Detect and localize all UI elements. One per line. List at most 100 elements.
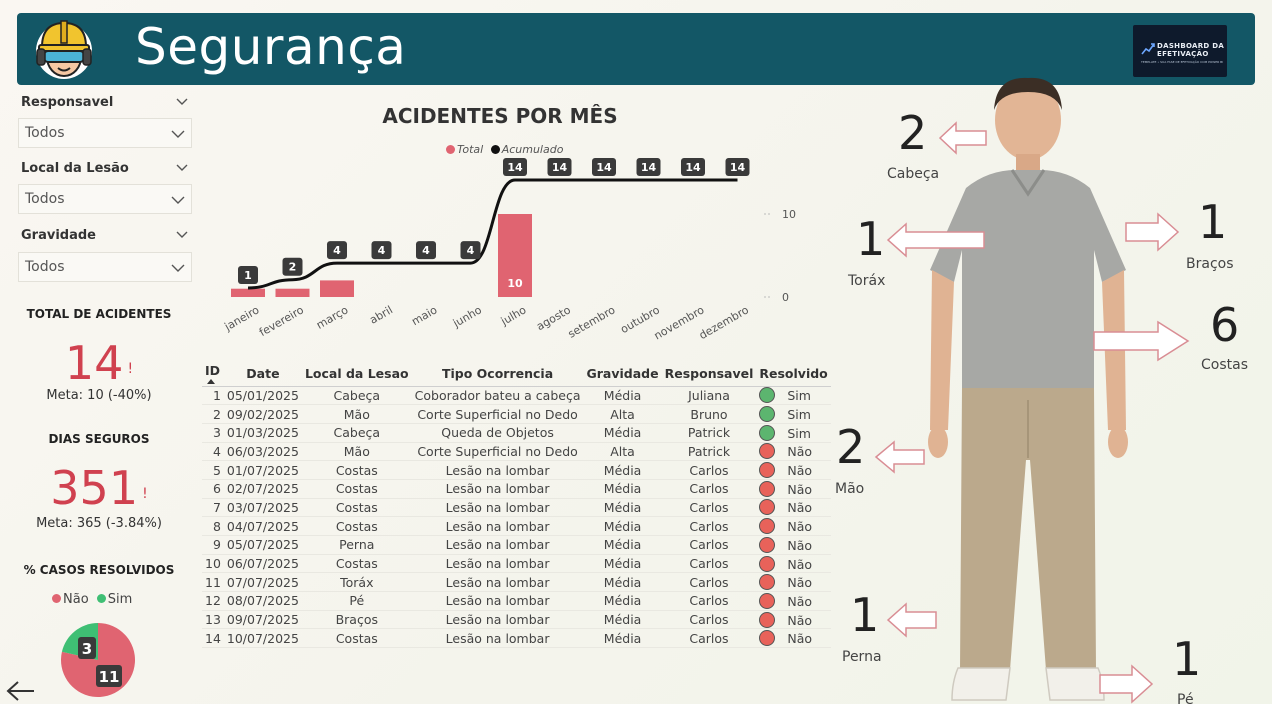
table-cell: Carlos [661, 516, 757, 536]
column-header-local[interactable]: Local da Lesao [301, 362, 412, 387]
body-label-costas: Costas [1201, 357, 1248, 373]
table-cell: Alta [583, 442, 662, 462]
svg-text:14: 14 [596, 161, 612, 174]
table-cell: Costas [301, 479, 412, 499]
table-cell: 06/07/2025 [223, 554, 302, 574]
table-row[interactable]: 11 07/07/2025 Toráx Lesão na lombar Média Car… [202, 572, 831, 593]
table-cell: Braços [301, 610, 412, 630]
alert-icon: ! [142, 486, 148, 502]
table-cell: 05/07/2025 [223, 535, 302, 555]
y-tick-label: 0 [782, 291, 789, 304]
status-dot-icon [759, 480, 776, 497]
arrow-right-icon [1125, 212, 1180, 252]
chevron-down-icon[interactable] [176, 162, 188, 174]
status-text: Sim [787, 388, 811, 404]
status-text: Sim [787, 425, 811, 441]
svg-text:1: 1 [244, 269, 252, 282]
cumulative-data-label: 4 [460, 241, 481, 260]
table-row[interactable]: 12 08/07/2025 Pé Lesão na lombar Média Carlos… [202, 591, 831, 611]
table-cell: Costas [301, 554, 412, 574]
table-row[interactable]: 13 09/07/2025 Braços Lesão na lombar Média Ca… [202, 610, 831, 630]
table-cell: Carlos [661, 498, 757, 518]
cell-id: 1 [202, 386, 224, 406]
body-label-bracos: Braços [1186, 256, 1234, 272]
status-dot-icon [759, 443, 776, 460]
body-label-mao: Mão [835, 481, 865, 497]
bar-total[interactable] [498, 214, 532, 297]
table-cell: 02/07/2025 [223, 479, 302, 499]
svg-text:3: 3 [82, 640, 92, 658]
bar-total[interactable] [275, 288, 310, 297]
cell-id: 5 [202, 460, 224, 480]
table-cell: Juliana [661, 386, 757, 406]
filter-select-gravidade[interactable]: Todos [18, 252, 192, 282]
back-arrow-icon[interactable] [6, 680, 36, 702]
status-text: Não [787, 537, 813, 553]
table-cell: Média [583, 628, 662, 649]
chevron-down-icon[interactable] [176, 96, 188, 108]
table-cell: Carlos [661, 628, 757, 649]
table-cell: 08/07/2025 [223, 591, 302, 611]
table-row[interactable]: 4 06/03/2025 Mão Corte Superficial no Dedo A… [202, 442, 831, 462]
legend-label-total: Total [457, 143, 484, 156]
table-row[interactable]: 9 05/07/2025 Perna Lesão na lombar Média Carl… [202, 535, 831, 555]
cumulative-data-label: 4 [371, 241, 392, 260]
svg-text:4: 4 [378, 244, 386, 257]
table-cell: Alta [583, 404, 662, 424]
table-row[interactable]: 8 04/07/2025 Costas Lesão na lombar Média Car… [202, 516, 831, 536]
kpi-safe-days-value: 351! [0, 463, 198, 513]
svg-text:4: 4 [467, 244, 475, 257]
bar-total[interactable] [231, 288, 265, 297]
cell-id: 4 [202, 442, 224, 462]
table-cell: Média [583, 535, 662, 555]
status-text: Não [787, 631, 813, 647]
pie-legend: Não Sim [52, 592, 132, 607]
x-tick-label: julho [498, 303, 529, 328]
pie-label-sim: 3 [78, 637, 96, 659]
filter-select-local-lesao[interactable]: Todos [18, 184, 192, 214]
table-cell: Toráx [301, 572, 412, 593]
column-header-gravidade[interactable]: Gravidade [583, 362, 662, 387]
status-dot-icon [759, 555, 776, 572]
table-row[interactable]: 3 01/03/2025 Cabeça Queda de Objetos Média Pa… [202, 423, 831, 443]
table-row[interactable]: 1 05/01/2025 Cabeça Coborador bateu a cabeç… [202, 386, 831, 406]
accidents-table: ID Date Local da Lesao Tipo Ocorrencia G… [202, 362, 831, 649]
table-row[interactable]: 7 03/07/2025 Costas Lesão na lombar Média Car… [202, 498, 831, 518]
legend-label-nao: Não [63, 592, 89, 607]
table-cell: Mão [301, 442, 412, 462]
bar-data-label: 10 [507, 277, 523, 290]
table-cell: Não [756, 516, 831, 536]
column-header-tipo[interactable]: Tipo Ocorrencia [411, 362, 584, 387]
table-row[interactable]: 10 06/07/2025 Costas Lesão na lombar Média Ca… [202, 554, 831, 574]
table-row[interactable]: 6 02/07/2025 Costas Lesão na lombar Média Car… [202, 479, 831, 499]
table-row[interactable]: 14 10/07/2025 Costas Lesão na lombar Média Ca… [202, 628, 831, 649]
table-cell: Média [583, 460, 662, 480]
table-cell: Média [583, 498, 662, 518]
status-text: Não [787, 575, 813, 591]
table-cell: Carlos [661, 572, 757, 593]
table-row[interactable]: 5 01/07/2025 Costas Lesão na lombar Média Car… [202, 460, 831, 480]
kpi-total-value: 14! [0, 338, 198, 388]
cumulative-data-label: 14 [681, 158, 705, 176]
status-dot-icon [759, 518, 776, 535]
resolved-pie-chart[interactable]: 3 11 [58, 618, 138, 700]
status-text: Não [787, 556, 813, 572]
table-cell: Costas [301, 498, 412, 518]
table-body: 1 05/01/2025 Cabeça Coborador bateu a cabeç… [202, 386, 831, 649]
column-header-id[interactable]: ID [202, 362, 224, 387]
kpi-safe-days-title: DIAS SEGUROS [48, 432, 150, 446]
bar-total[interactable] [320, 280, 354, 297]
filter-select-responsavel[interactable]: Todos [18, 118, 192, 148]
column-header-resolvido[interactable]: Resolvido [756, 362, 831, 387]
cell-id: 3 [202, 423, 224, 443]
column-header-responsavel[interactable]: Responsavel [661, 362, 757, 387]
chevron-down-icon[interactable] [176, 229, 188, 241]
column-header-date[interactable]: Date [223, 362, 302, 387]
cumulative-line[interactable] [247, 178, 738, 290]
table-row[interactable]: 2 09/02/2025 Mão Corte Superficial no Dedo A… [202, 404, 831, 424]
svg-text:14: 14 [552, 161, 568, 174]
table-cell: Lesão na lombar [411, 572, 584, 593]
table-cell: Média [583, 572, 662, 593]
kpi-safe-days-number: 351 [50, 461, 139, 515]
